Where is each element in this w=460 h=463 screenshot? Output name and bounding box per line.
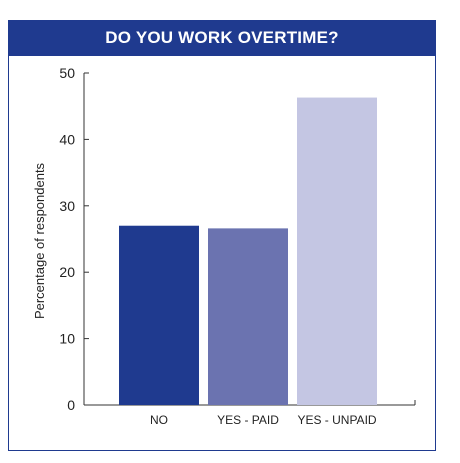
y-axis-label: Percentage of respondents <box>32 162 47 319</box>
y-tick-label: 10 <box>59 331 75 347</box>
y-tick-label: 30 <box>59 198 75 214</box>
x-tick-label: NO <box>150 413 168 427</box>
y-tick-label: 0 <box>67 397 75 413</box>
x-tick-label: YES - UNPAID <box>297 413 376 427</box>
labels: 0 10 20 30 40 50 NO YES - PAID YES - UNPAID <box>59 65 376 427</box>
bar-yes-paid <box>208 228 288 405</box>
x-tick-label: YES - PAID <box>217 413 279 427</box>
y-tick-label: 40 <box>59 131 75 147</box>
y-tick-label: 20 <box>59 264 75 280</box>
bar-yes-unpaid <box>297 97 377 406</box>
chart-title: DO YOU WORK OVERTIME? <box>8 20 436 56</box>
bar-no <box>119 225 199 405</box>
y-tick-label: 50 <box>59 65 75 81</box>
bars <box>119 97 377 406</box>
